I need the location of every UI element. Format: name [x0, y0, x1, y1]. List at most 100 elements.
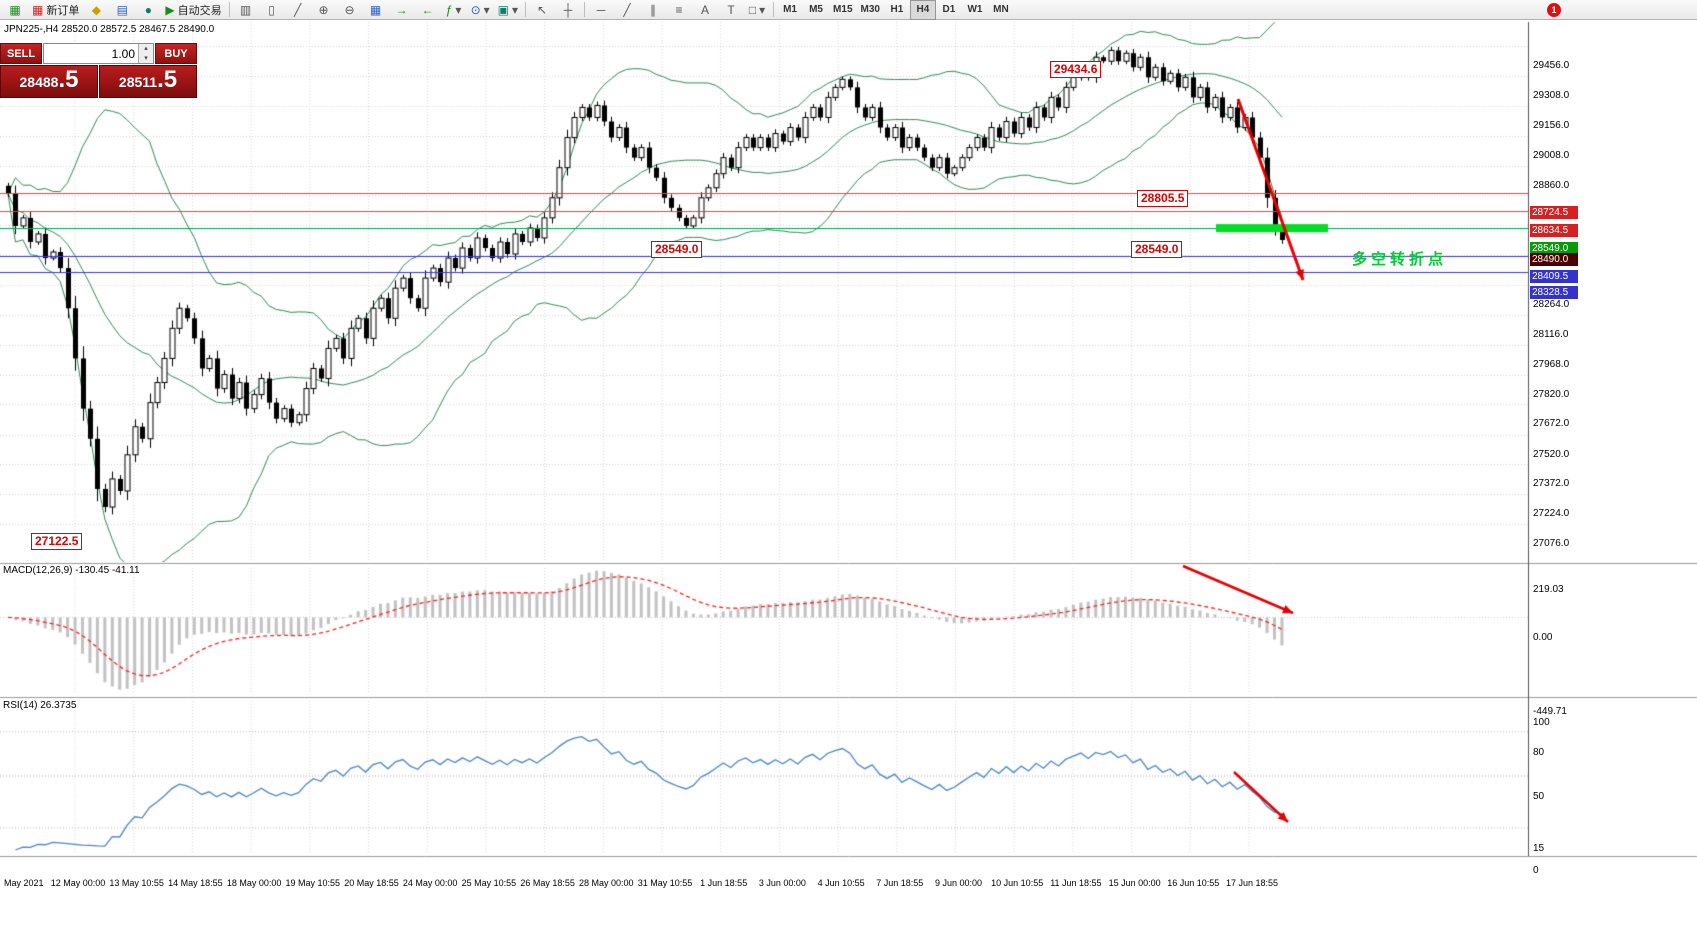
price-tick-label: 28264.0	[1533, 299, 1570, 311]
metaeditor-icon: ◆	[91, 2, 101, 17]
sell-price-box[interactable]: 28488 .5	[0, 65, 98, 98]
chart-shift-button[interactable]: ←	[415, 0, 441, 20]
tile-windows-button[interactable]: ▦	[363, 0, 389, 20]
time-label: 7 Jun 18:55	[876, 878, 924, 888]
crosshair-icon: ┼	[563, 2, 573, 17]
price-tick-label: 27224.0	[1533, 508, 1570, 520]
price-callout[interactable]: 27122.5	[31, 533, 83, 550]
zoom-in-button[interactable]: ⊕	[311, 0, 337, 20]
price-tag: 28549.0	[1530, 241, 1578, 255]
volume-down-icon[interactable]: ▾	[139, 53, 153, 63]
buy-button[interactable]: BUY	[155, 43, 197, 64]
time-label: 25 May 10:55	[461, 878, 517, 888]
templates-icon: ▣	[497, 2, 510, 17]
zoom-out-icon: ⊖	[344, 2, 355, 17]
price-tick-label: 27520.0	[1533, 448, 1570, 460]
macd-scale-label: 219.03	[1533, 584, 1564, 595]
trendline-button[interactable]: ╱	[614, 0, 640, 20]
new-chart-icon: ▦	[9, 2, 21, 17]
notification-badge[interactable]: 1	[1547, 3, 1561, 17]
price-tag: 28328.5	[1530, 285, 1578, 299]
metaeditor-button[interactable]: ◆	[83, 0, 109, 20]
templates-dropdown-icon: ▾	[512, 2, 519, 17]
timeframe-button-h4[interactable]: H4	[909, 0, 936, 20]
timeframe-button-h1[interactable]: H1	[890, 4, 904, 15]
fibonacci-icon: ≡	[675, 2, 683, 17]
auto-scroll-icon: →	[395, 2, 408, 17]
new-chart-button[interactable]: ▦	[2, 0, 28, 20]
price-tick-label: 29456.0	[1533, 60, 1570, 71]
price-callout[interactable]: 28549.0	[1131, 241, 1183, 258]
symbol-ohlc-line: JPN225-,H4 28520.0 28572.5 28467.5 28490…	[4, 24, 215, 35]
timeframe-button-w1[interactable]: W1	[967, 4, 983, 15]
channel-button[interactable]: ∥	[640, 0, 666, 20]
timeframe-button-d1[interactable]: D1	[942, 4, 956, 15]
timeframe-button-m5[interactable]: M5	[809, 4, 823, 15]
price-tick-label: 29156.0	[1533, 120, 1570, 132]
auto-trading-button[interactable]: ▶ 自动交易	[161, 0, 225, 20]
time-label: 17 Jun 18:55	[1225, 878, 1279, 888]
timeframe-button-m1[interactable]: M1	[783, 4, 797, 15]
periods-button[interactable]: ⊙ ▾	[467, 0, 494, 20]
strategy-tester-icon: ●	[144, 2, 152, 17]
price-tick-label: 27820.0	[1533, 388, 1570, 400]
time-label: 13 May 10:55	[109, 878, 164, 888]
cursor-button[interactable]: ↖	[529, 0, 555, 20]
shapes-button[interactable]: □ ▾	[744, 0, 770, 20]
candlestick-button[interactable]: ▯	[259, 0, 285, 20]
bar-chart-button[interactable]: ▥	[233, 0, 259, 20]
volume-up-icon[interactable]: ▴	[139, 44, 153, 54]
volume-stepper[interactable]: ▴ ▾	[138, 44, 153, 63]
price-tick-label: 28860.0	[1533, 179, 1570, 191]
price-callout[interactable]: 29434.6	[1050, 61, 1102, 78]
timeframe-button-mn[interactable]: MN	[993, 4, 1009, 15]
price-tick-label: 27372.0	[1533, 478, 1570, 490]
strategy-tester-button[interactable]: ●	[135, 0, 161, 20]
zoom-out-button[interactable]: ⊖	[337, 0, 363, 20]
new-order-button[interactable]: ▦ 新订单	[28, 0, 83, 20]
time-label: 26 May 18:55	[520, 878, 575, 888]
chart-canvas[interactable]	[0, 20, 1697, 942]
templates-button[interactable]: ▣ ▾	[494, 0, 522, 20]
volume-value[interactable]: 1.00	[111, 46, 135, 61]
horizontal-line-button[interactable]: ─	[588, 0, 614, 20]
market-watch-button[interactable]: ▤	[109, 0, 135, 20]
price-tick-label: 28116.0	[1533, 329, 1569, 341]
timeframe-button-m15[interactable]: M15	[833, 4, 853, 15]
timeframe-group: M1 M5 M15 M30 H1 H4 D1 W1 MN	[777, 0, 1014, 20]
line-chart-button[interactable]: ╱	[285, 0, 311, 20]
price-callout[interactable]: 28805.5	[1137, 190, 1189, 207]
chart-annotation[interactable]: 多空转折点	[1352, 251, 1448, 268]
time-label: May 2021	[4, 878, 44, 888]
price-callout[interactable]: 28549.0	[651, 241, 703, 258]
time-label: 3 Jun 00:00	[758, 878, 806, 888]
sell-button[interactable]: SELL	[0, 43, 42, 64]
indicators-button[interactable]: ƒ ▾	[441, 0, 467, 20]
auto-scroll-button[interactable]: →	[389, 0, 415, 20]
market-watch-icon: ▤	[116, 2, 129, 17]
label-tool-button[interactable]: T	[718, 0, 744, 20]
crosshair-button[interactable]: ┼	[555, 0, 581, 20]
macd-label: MACD(12,26,9) -130.45 -41.11	[3, 565, 140, 576]
time-label: 16 Jun 10:55	[1167, 878, 1220, 888]
rsi-scale-label: 80	[1533, 746, 1545, 758]
time-label: 10 Jun 10:55	[991, 878, 1044, 888]
time-label: 11 Jun 18:55	[1050, 878, 1102, 888]
price-tag: 28634.5	[1530, 224, 1578, 238]
candlestick-icon: ▯	[268, 2, 275, 17]
periods-icon: ⊙	[470, 2, 481, 17]
text-tool-icon: A	[701, 2, 710, 17]
text-tool-button[interactable]: A	[692, 0, 718, 20]
fibonacci-button[interactable]: ≡	[666, 0, 692, 20]
chart-shift-icon: ←	[421, 2, 434, 17]
shapes-dropdown-icon: ▾	[759, 2, 766, 17]
time-label: 9 Jun 00:00	[934, 878, 983, 888]
macd-scale-label: 0.00	[1533, 632, 1553, 644]
volume-input[interactable]: 1.00 ▴ ▾	[43, 43, 154, 64]
timeframe-button-m30[interactable]: M30	[860, 4, 880, 15]
auto-trading-play-icon: ▶	[165, 2, 175, 17]
auto-trading-label: 自动交易	[177, 4, 222, 17]
time-label: 18 May 00:00	[226, 878, 282, 888]
rsi-scale-label: 0	[1533, 865, 1539, 876]
buy-price-box[interactable]: 28511 .5	[99, 65, 197, 98]
